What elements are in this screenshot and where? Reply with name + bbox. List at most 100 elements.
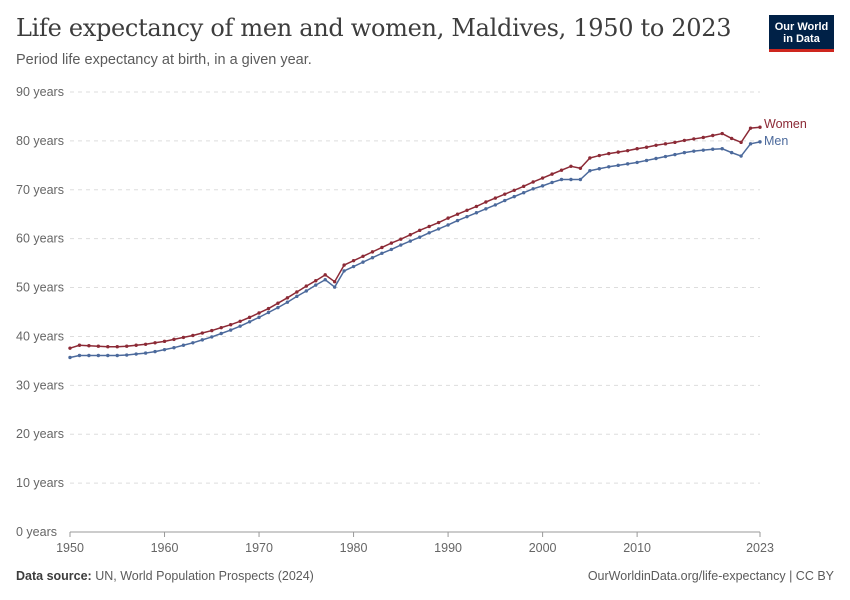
data-point-men <box>351 264 356 269</box>
data-point-men <box>380 251 384 256</box>
data-point-women <box>559 168 564 172</box>
data-point-women <box>540 176 545 180</box>
data-point-women <box>588 156 592 160</box>
data-point-women <box>77 343 82 347</box>
data-point-women <box>96 344 101 348</box>
data-point-men <box>115 353 119 358</box>
data-point-women <box>361 254 365 258</box>
data-point-women <box>200 331 205 335</box>
data-point-men <box>493 203 498 207</box>
data-point-men <box>285 300 290 304</box>
data-point-men <box>446 223 450 227</box>
data-point-men <box>503 198 507 203</box>
data-point-women <box>143 342 148 346</box>
data-point-men <box>484 207 488 211</box>
x-tick-label: 2010 <box>623 541 651 555</box>
data-point-men <box>663 154 668 159</box>
data-point-women <box>474 204 479 209</box>
data-point-women <box>644 145 649 149</box>
data-point-women <box>332 279 337 284</box>
y-tick-label: 10 years <box>16 476 64 490</box>
data-point-women <box>701 135 705 140</box>
data-point-men <box>153 349 157 354</box>
data-point-women <box>597 153 602 158</box>
data-point-women <box>493 196 498 200</box>
data-point-men <box>531 187 535 191</box>
y-axis-tick-labels: 0 years 10 years 20 years 30 years 40 years 5… <box>16 85 64 539</box>
data-point-men <box>521 191 526 195</box>
x-tick-label: 1990 <box>434 541 462 555</box>
chart-title: Life expectancy of men and women, Maldiv… <box>16 14 732 42</box>
data-point-women <box>304 284 309 288</box>
x-tick-label: 1980 <box>340 541 368 555</box>
data-point-men <box>711 147 715 151</box>
x-tick-label: 2023 <box>746 541 774 555</box>
data-point-women <box>531 180 535 184</box>
data-point-women <box>729 136 734 141</box>
data-point-women <box>389 241 394 245</box>
data-point-men <box>512 194 516 199</box>
data-point-women <box>314 279 318 283</box>
data-point-men <box>418 235 422 239</box>
data-point-women <box>370 250 375 254</box>
logo-line-2: in Data <box>783 33 820 45</box>
data-point-men <box>172 345 176 350</box>
data-point-men <box>96 353 101 358</box>
owid-logo[interactable]: Our World in Data <box>769 15 834 52</box>
data-point-women <box>408 233 412 237</box>
data-point-women <box>503 192 507 196</box>
data-point-men <box>588 169 592 173</box>
data-point-women <box>758 125 762 129</box>
data-point-women <box>191 333 195 338</box>
data-point-men <box>314 283 318 287</box>
data-source-label: Data source: <box>16 569 92 583</box>
data-point-men <box>370 256 375 260</box>
series-line-men <box>69 141 761 359</box>
x-tick-label: 1970 <box>245 541 273 555</box>
data-source: Data source: UN, World Population Prospe… <box>16 569 314 583</box>
data-point-men <box>720 147 724 151</box>
data-point-men <box>276 305 280 310</box>
series-label-men: Men <box>764 134 788 148</box>
data-point-women <box>607 151 611 156</box>
data-point-women <box>228 323 233 327</box>
data-point-men <box>625 162 630 166</box>
data-point-men <box>616 163 620 168</box>
data-point-men <box>200 338 205 342</box>
data-point-women <box>720 131 724 136</box>
y-tick-label: 40 years <box>16 329 64 343</box>
data-point-women <box>484 200 488 204</box>
data-point-men <box>569 177 573 182</box>
data-point-men <box>181 343 186 347</box>
data-point-women <box>455 212 460 216</box>
y-tick-label: 20 years <box>16 427 64 441</box>
data-point-women <box>134 343 138 347</box>
data-point-women <box>266 306 271 311</box>
data-point-women <box>635 147 639 151</box>
chart-subtitle: Period life expectancy at birth, in a gi… <box>16 52 312 68</box>
data-point-men <box>758 140 762 144</box>
data-point-women <box>351 258 356 263</box>
data-point-women <box>569 164 573 169</box>
data-point-men <box>692 149 696 153</box>
data-point-men <box>597 167 602 171</box>
data-point-women <box>654 143 658 147</box>
data-point-men <box>701 148 705 152</box>
series-labels: Women Men <box>764 117 807 148</box>
data-point-men <box>673 152 677 157</box>
data-point-men <box>559 177 564 182</box>
data-point-women <box>115 345 119 349</box>
data-point-men <box>540 184 545 188</box>
data-point-women <box>616 150 620 154</box>
data-point-men <box>654 156 658 161</box>
source-link[interactable]: OurWorldinData.org/life-expectancy | CC … <box>587 569 834 583</box>
data-point-men <box>427 231 431 235</box>
x-tick-label: 1960 <box>151 541 179 555</box>
data-point-women <box>521 184 526 189</box>
data-point-women <box>427 224 431 229</box>
series-line-women <box>69 126 761 349</box>
data-point-men <box>68 355 72 360</box>
y-tick-label: 30 years <box>16 378 64 392</box>
data-point-women <box>125 344 129 348</box>
data-point-men <box>162 347 167 352</box>
